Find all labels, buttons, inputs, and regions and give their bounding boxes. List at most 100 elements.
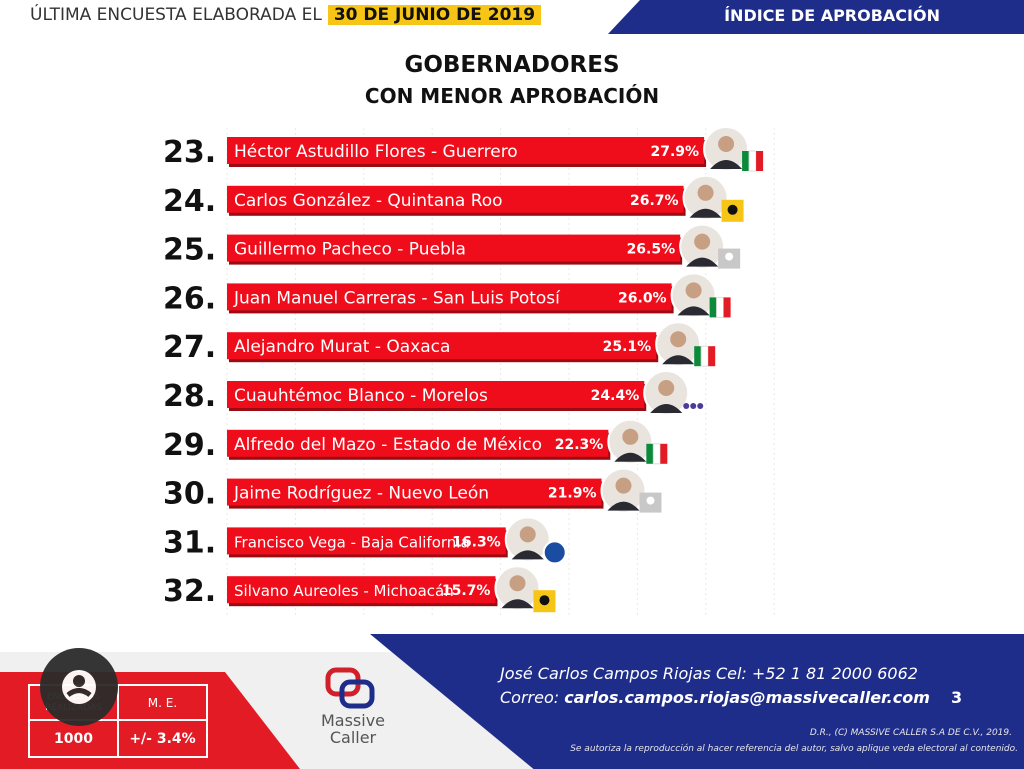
logo-line-1: Massive: [320, 711, 386, 730]
independent-logo-head: [646, 496, 655, 505]
avatar-face: [658, 380, 675, 396]
avatar-suit: [614, 452, 647, 462]
pes-logo-dot: [683, 403, 690, 409]
pan-logo: [542, 540, 567, 565]
rank-label: 28.: [163, 379, 216, 414]
avatar-face: [615, 477, 632, 494]
prd-logo-sun: [539, 595, 550, 606]
email-line: Correo: carlos.campos.riojas@massivecall…: [500, 688, 930, 707]
avatar-suit: [710, 160, 743, 169]
bar: [227, 185, 684, 213]
pri-logo-red: [756, 151, 764, 171]
me-label: M. E.: [119, 686, 206, 721]
bar-name-label: Carlos González - Quintana Roo: [234, 191, 503, 211]
rank-label: 24.: [163, 184, 216, 219]
profile-button[interactable]: [40, 648, 118, 726]
bar-name-label: Juan Manuel Carreras - San Luis Potosí: [233, 288, 561, 308]
chart-subtitle: CON MENOR APROBACIÓN: [364, 84, 660, 108]
avatar-face: [670, 331, 687, 348]
bar-value-label: 26.5%: [627, 242, 676, 258]
bar-chart: 23. Héctor Astudillo Flores - Guerrero 27.…: [163, 126, 775, 615]
avatar-suit: [686, 257, 719, 267]
avatar-face: [519, 526, 536, 543]
chart-title: GOBERNADORES: [404, 52, 620, 78]
rank-label: 31.: [163, 525, 216, 560]
pri-logo-green: [709, 297, 717, 318]
rank-label: 25.: [163, 233, 216, 268]
copyright-text: D.R., (C) MASSIVE CALLER S.A DE C.V., 20…: [809, 728, 1012, 738]
bar: [227, 527, 506, 555]
permission-text: Se autoriza la reproducción al hacer ref…: [570, 744, 1018, 754]
avatar-suit: [501, 599, 534, 609]
bar: [227, 381, 645, 408]
bar-name-label: Guillermo Pacheco - Puebla: [234, 240, 466, 260]
bar-value-label: 21.9%: [548, 486, 597, 502]
survey-label: ÚLTIMA ENCUESTA ELABORADA EL: [30, 5, 322, 25]
massive-caller-logo: [325, 667, 375, 709]
pri-logo-white: [700, 345, 709, 367]
pri-logo-red: [708, 346, 716, 367]
pri-logo-red: [660, 443, 668, 464]
pri-logo-red: [723, 297, 731, 318]
bar: [227, 332, 657, 360]
survey-info: ÚLTIMA ENCUESTA ELABORADA EL 30 DE JUNIO …: [30, 5, 542, 25]
pri-logo-white: [652, 443, 661, 465]
avatar-suit: [650, 404, 683, 413]
encuestas-value: 1000: [30, 721, 119, 756]
bar: [227, 283, 672, 311]
rank-label: 29.: [163, 428, 216, 463]
bar: [227, 234, 681, 262]
pri-logo-green: [694, 346, 702, 367]
bar-name-label: Francisco Vega - Baja California: [234, 533, 470, 551]
avatar-suit: [677, 306, 710, 316]
avatar-face: [622, 428, 639, 445]
rank-label: 32.: [163, 574, 216, 609]
pri-logo-white: [716, 296, 725, 318]
avatar-face: [718, 136, 735, 152]
avatar-face: [694, 233, 711, 250]
section-title: ÍNDICE DE APROBACIÓN: [724, 6, 940, 25]
avatar-suit: [689, 208, 722, 218]
bar-name-label: Silvano Aureoles - Michoacán: [234, 582, 454, 600]
bar: [227, 576, 496, 604]
bar: [227, 137, 705, 164]
bar-value-label: 25.1%: [603, 339, 652, 355]
rank-label: 26.: [163, 281, 216, 316]
bar-name-label: Alfredo del Mazo - Estado de México: [234, 435, 542, 455]
bar-value-label: 22.3%: [555, 437, 604, 453]
bar-value-label: 15.7%: [442, 583, 491, 599]
rank-label: 23.: [163, 135, 216, 170]
bar-name-label: Héctor Astudillo Flores - Guerrero: [234, 142, 518, 162]
logo-text: Massive Caller: [308, 712, 398, 746]
contact-line: José Carlos Campos Riojas Cel: +52 1 81 …: [500, 664, 918, 683]
rank-label: 30.: [163, 477, 216, 512]
avatar-suit: [662, 355, 695, 365]
pri-logo-green: [646, 443, 654, 464]
survey-date: 30 DE JUNIO DE 2019: [327, 5, 542, 25]
pri-logo-white: [748, 150, 757, 172]
rank-label: 27.: [163, 330, 216, 365]
email-link[interactable]: carlos.campos.riojas@massivecaller.com: [564, 688, 930, 707]
bar-name-label: Cuauhtémoc Blanco - Morelos: [234, 386, 488, 406]
pes-logo-dot: [690, 403, 697, 409]
avatar-suit: [607, 501, 640, 511]
avatar-face: [697, 184, 714, 201]
me-value: +/- 3.4%: [129, 730, 196, 747]
bar-value-label: 26.0%: [618, 290, 667, 306]
avatar-face: [685, 282, 702, 299]
independent-logo-head: [725, 252, 734, 261]
avatar-face: [509, 575, 526, 592]
bar-value-label: 27.9%: [651, 144, 700, 160]
bar: [227, 478, 602, 506]
bar-name-label: Jaime Rodríguez - Nuevo León: [233, 484, 489, 504]
email-label: Correo:: [500, 688, 560, 707]
page-number: 3: [951, 688, 963, 707]
bar-value-label: 26.7%: [630, 193, 679, 209]
avatar-suit: [511, 550, 544, 560]
bar-value-label: 16.3%: [452, 534, 501, 550]
pes-logo-dot: [697, 403, 704, 409]
bar-name-label: Alejandro Murat - Oaxaca: [234, 337, 450, 357]
bar-value-label: 24.4%: [591, 388, 640, 404]
user-icon: [62, 670, 96, 704]
logo-line-2: Caller: [329, 728, 377, 747]
